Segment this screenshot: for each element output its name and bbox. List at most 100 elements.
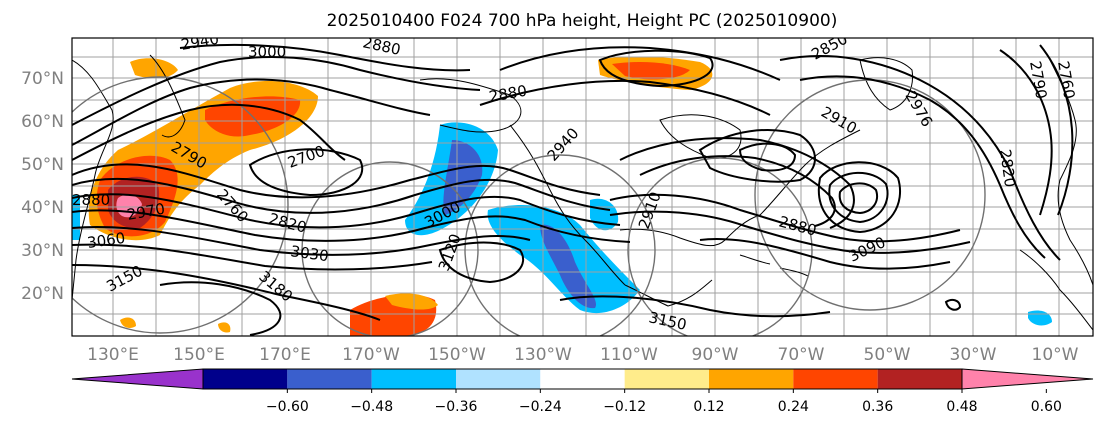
anomaly-positive-greenland-core bbox=[612, 62, 690, 80]
contour-line bbox=[248, 148, 363, 197]
contour-line bbox=[499, 46, 781, 81]
colorbar-swatch bbox=[709, 369, 794, 389]
x-tick-label: 110°W bbox=[600, 345, 658, 365]
anomaly-positive-arctic bbox=[130, 58, 178, 79]
colorbar-tick-label: −0.36 bbox=[435, 399, 478, 415]
contour-label: 2880 bbox=[72, 191, 110, 209]
coastline-east-asia bbox=[72, 59, 114, 301]
contour-line bbox=[72, 177, 611, 214]
coastline-us-east bbox=[759, 129, 861, 216]
colorbar-tick-label: −0.60 bbox=[266, 399, 309, 415]
contour-line bbox=[609, 193, 961, 243]
figure-title: 2025010400 F024 700 hPa height, Height P… bbox=[327, 11, 838, 31]
coastline-greenland bbox=[859, 57, 914, 111]
contour-label: 3060 bbox=[86, 229, 126, 252]
coastline-hudson bbox=[659, 114, 742, 159]
contour-label: 3030 bbox=[289, 242, 329, 265]
range-rings bbox=[72, 76, 986, 336]
contour-label: 3000 bbox=[248, 43, 286, 61]
contour-line bbox=[438, 241, 525, 284]
x-tick-label: 150°E bbox=[173, 345, 225, 365]
contour-label: 2820 bbox=[996, 148, 1019, 188]
colorbar: −0.60 −0.48 −0.36 −0.24 −0.12 0.12 0.24 0.36 0.4… bbox=[71, 368, 1094, 415]
colorbar-tick-label: −0.48 bbox=[350, 399, 393, 415]
contour-line bbox=[72, 78, 431, 146]
contour-line bbox=[72, 226, 531, 256]
coastline-europe bbox=[1049, 59, 1093, 286]
coastline-africa bbox=[1019, 249, 1093, 331]
y-tick-label: 50°N bbox=[21, 155, 64, 175]
coastline-north-america-west bbox=[509, 124, 626, 286]
x-axis-ticks: 130°E 150°E 170°E 170°W 150°W 130°W 110°… bbox=[87, 345, 1079, 365]
y-tick-label: 20°N bbox=[21, 284, 64, 304]
colorbar-swatch bbox=[624, 369, 709, 389]
contour-line bbox=[598, 49, 714, 88]
x-tick-label: 150°W bbox=[428, 345, 486, 365]
anomaly-positive-small-2 bbox=[218, 322, 231, 333]
contour-line bbox=[738, 142, 797, 172]
coastline-alaska bbox=[419, 78, 522, 133]
colorbar-outline bbox=[202, 368, 963, 390]
contour-line bbox=[72, 163, 601, 199]
anomaly-positive-small bbox=[120, 317, 136, 328]
colorbar-tick-label: 0.12 bbox=[693, 399, 724, 415]
contour-line bbox=[799, 75, 1046, 259]
coastline-caribbean bbox=[739, 254, 809, 277]
x-tick-label: 170°E bbox=[259, 345, 311, 365]
colorbar-swatch bbox=[877, 369, 962, 389]
contour-line bbox=[828, 171, 889, 224]
contour-line bbox=[817, 161, 901, 234]
contour-line bbox=[72, 243, 433, 271]
contour-line bbox=[1039, 44, 1074, 216]
x-tick-label: 170°W bbox=[342, 345, 400, 365]
anomaly-negative-pacific-core bbox=[443, 140, 483, 215]
x-tick-label: 130°W bbox=[514, 345, 572, 365]
contour-line bbox=[72, 209, 631, 243]
x-tick-label: 50°W bbox=[864, 345, 911, 365]
coastlines bbox=[72, 54, 1093, 331]
colorbar-extend-low bbox=[71, 368, 204, 390]
colorbar-swatch bbox=[287, 369, 372, 389]
x-tick-label: 10°W bbox=[1032, 345, 1079, 365]
y-tick-label: 40°N bbox=[21, 198, 64, 218]
coastline-gulf bbox=[619, 214, 761, 247]
colorbar-tick-label: −0.24 bbox=[519, 399, 562, 415]
contour-line bbox=[619, 137, 855, 229]
colorbar-swatch bbox=[456, 369, 541, 389]
colorbar-tick-label: 0.60 bbox=[1031, 399, 1062, 415]
contour-line bbox=[72, 103, 346, 161]
contour-line bbox=[559, 295, 831, 318]
colorbar-tick-label: 0.24 bbox=[778, 399, 809, 415]
y-tick-label: 70°N bbox=[21, 69, 64, 89]
contour-line bbox=[999, 49, 1053, 216]
contour-line bbox=[72, 264, 381, 321]
x-tick-label: 30°W bbox=[950, 345, 997, 365]
graticule bbox=[72, 38, 1093, 336]
y-tick-label: 60°N bbox=[21, 112, 64, 132]
height-contours bbox=[72, 43, 1074, 336]
colorbar-swatch bbox=[540, 369, 625, 389]
colorbar-tick-label: 0.36 bbox=[862, 399, 893, 415]
map-panel: 2940 3000 2880 2850 2976 2790 2760 2880 … bbox=[71, 37, 1094, 337]
contour-line bbox=[698, 129, 816, 183]
contour-line bbox=[179, 43, 471, 72]
contour-line bbox=[944, 298, 962, 311]
contour-line bbox=[609, 210, 971, 254]
contour-line bbox=[639, 155, 836, 227]
contour-line bbox=[699, 238, 951, 270]
coastline-kamchatka bbox=[149, 54, 186, 138]
contour-line bbox=[479, 79, 771, 116]
anomaly-negative-subtropical-core bbox=[540, 224, 596, 309]
contour-line bbox=[72, 55, 481, 126]
contour-line bbox=[159, 281, 282, 336]
x-tick-label: 70°W bbox=[778, 345, 825, 365]
x-tick-label: 130°E bbox=[87, 345, 139, 365]
colorbar-swatch bbox=[793, 369, 878, 389]
colorbar-swatch bbox=[371, 369, 456, 389]
colorbar-tick-label: −0.12 bbox=[603, 399, 646, 415]
anomaly-positive-southpacific-edge bbox=[385, 293, 438, 310]
contour-line bbox=[838, 182, 878, 215]
colorbar-extend-high bbox=[961, 368, 1094, 390]
x-tick-label: 90°W bbox=[692, 345, 739, 365]
